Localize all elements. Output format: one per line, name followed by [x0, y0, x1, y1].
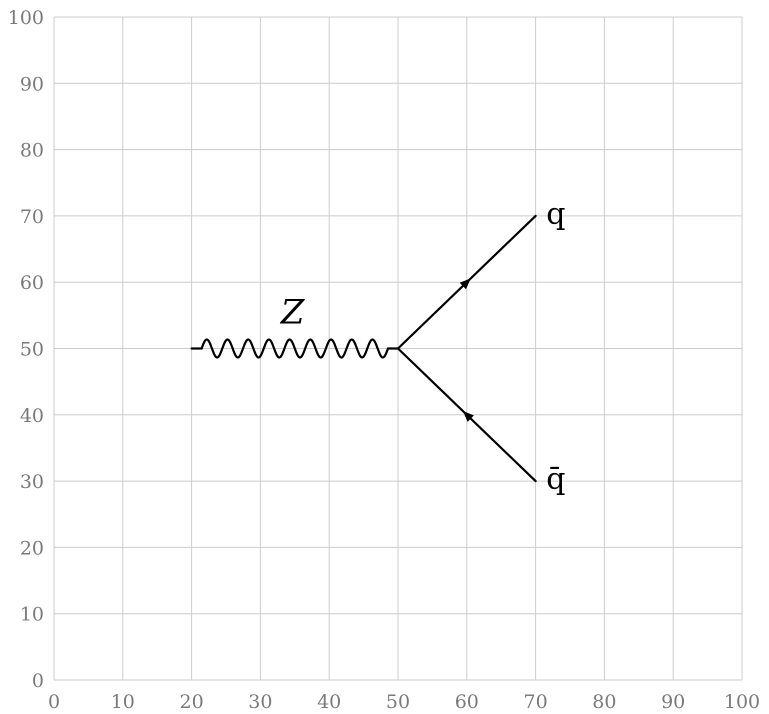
y-tick-label: 50 [20, 339, 44, 361]
y-tick-label: 40 [20, 405, 44, 427]
x-tick-label: 30 [248, 691, 272, 713]
x-tick-label: 60 [455, 691, 479, 713]
y-tick-label: 20 [20, 537, 44, 559]
y-tick-label: 30 [20, 471, 44, 493]
particle-labels: Zq q̄ [280, 197, 566, 497]
x-tick-label: 80 [592, 691, 616, 713]
x-tick-label: 100 [724, 691, 760, 713]
quark-arrow-icon [459, 278, 471, 290]
quark-label: q [546, 197, 565, 232]
z-boson-label: Z [280, 292, 306, 332]
y-tick-label: 10 [20, 604, 44, 626]
y-tick-label: 0 [32, 670, 44, 692]
antiquark-arrow-icon [462, 410, 474, 422]
y-tick-label: 80 [20, 140, 44, 162]
y-tick-label: 90 [20, 73, 44, 95]
y-tick-label: 70 [20, 206, 44, 228]
x-tick-label: 20 [180, 691, 204, 713]
y-axis-ticks: 0 10 20 30 40 50 60 70 80 90 100 [8, 7, 44, 692]
x-tick-label: 70 [524, 691, 548, 713]
x-tick-label: 0 [48, 691, 60, 713]
y-tick-label: 60 [20, 272, 44, 294]
x-tick-label: 10 [111, 691, 135, 713]
propagators [190, 214, 537, 483]
x-tick-label: 90 [661, 691, 685, 713]
x-tick-label: 50 [386, 691, 410, 713]
x-tick-label: 40 [317, 691, 341, 713]
x-axis-ticks: 0 10 20 30 40 50 60 70 80 90 100 [48, 691, 760, 713]
z-boson-propagator [190, 338, 400, 359]
grid [53, 16, 743, 681]
antiquark-label: q̄ [546, 462, 565, 497]
y-tick-label: 100 [8, 7, 44, 29]
